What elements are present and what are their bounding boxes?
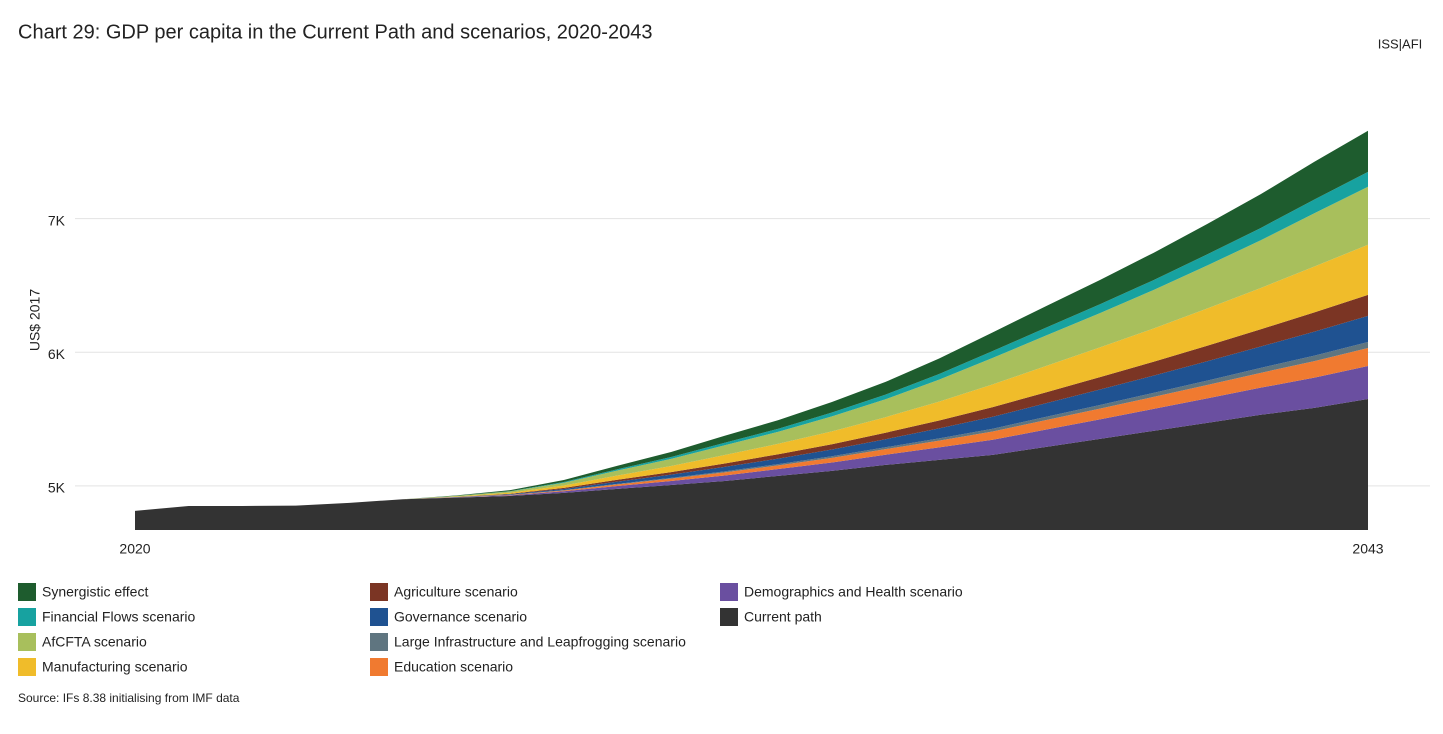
area <box>135 130 1368 511</box>
y-tick-label: 6K <box>48 346 66 362</box>
area <box>135 186 1368 511</box>
legend-label: Manufacturing scenario <box>42 659 188 675</box>
y-tick-label: 5K <box>48 480 66 496</box>
legend-swatch <box>370 658 388 676</box>
x-tick-label: 2020 <box>119 541 150 557</box>
legend-swatch <box>370 583 388 601</box>
legend-label: Education scenario <box>394 659 513 675</box>
area <box>135 244 1368 511</box>
legend-label: Current path <box>744 609 822 625</box>
legend-label: Governance scenario <box>394 609 527 625</box>
legend-label: Agriculture scenario <box>394 584 518 600</box>
logo: ISS|AFI <box>1378 36 1423 51</box>
legend-swatch <box>18 608 36 626</box>
y-axis-label: US$ 2017 <box>27 289 43 351</box>
y-tick-label: 7K <box>48 212 66 228</box>
legend-swatch <box>18 633 36 651</box>
legend-swatch <box>370 608 388 626</box>
x-tick-label: 2043 <box>1352 541 1383 557</box>
legend-swatch <box>370 633 388 651</box>
area <box>135 399 1368 530</box>
legend-label: Demographics and Health scenario <box>744 584 963 600</box>
legend-swatch <box>720 608 738 626</box>
legend-label: AfCFTA scenario <box>42 634 147 650</box>
legend-label: Financial Flows scenario <box>42 609 195 625</box>
legend-label: Synergistic effect <box>42 584 148 600</box>
legend-swatch <box>18 583 36 601</box>
legend-swatch <box>720 583 738 601</box>
legend-swatch <box>18 658 36 676</box>
chart-title: Chart 29: GDP per capita in the Current … <box>18 21 652 43</box>
legend-label: Large Infrastructure and Leapfrogging sc… <box>394 634 686 650</box>
source: Source: IFs 8.38 initialising from IMF d… <box>18 691 240 705</box>
